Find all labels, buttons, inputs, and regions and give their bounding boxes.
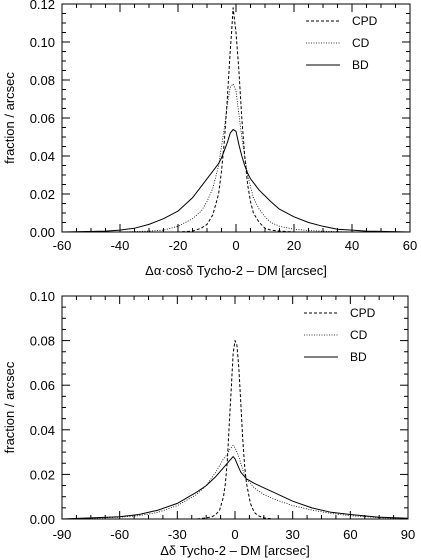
y-tick-label: 0.00 bbox=[30, 225, 55, 240]
legend-label-cd: CD bbox=[350, 328, 368, 342]
chart-panel-1: -60 -40 -20 0 20 40 60 0.00 0.02 0.04 0.06 0.08 0.10… bbox=[2, 0, 417, 278]
series-line-bd bbox=[61, 128, 411, 233]
x-tick-label: 60 bbox=[343, 527, 357, 542]
y-tick-label: 0.00 bbox=[30, 512, 55, 527]
x-tick-label: 20 bbox=[287, 238, 301, 253]
chart-panel-2: -90 -60 -30 0 30 60 90 0.00 0.02 0.04 0.06 0.08 0.10… bbox=[2, 289, 415, 558]
x-tick-label: 30 bbox=[285, 527, 299, 542]
x-tick-label: 0 bbox=[232, 238, 239, 253]
y-axis-label: fraction / arcsec bbox=[2, 72, 17, 164]
series-line-cpd bbox=[62, 340, 408, 520]
y-tick-label: 0.08 bbox=[30, 73, 55, 88]
y-axis-label: fraction / arcsec bbox=[2, 361, 17, 453]
legend-label-cpd: CPD bbox=[350, 306, 376, 320]
series-line-cd bbox=[61, 444, 409, 520]
legend-label-bd: BD bbox=[350, 350, 367, 364]
y-tick-label: 0.06 bbox=[30, 111, 55, 126]
y-tick-label: 0.04 bbox=[30, 149, 55, 164]
y-tick-label: 0.02 bbox=[30, 187, 55, 202]
y-tick-label: 0.10 bbox=[30, 289, 55, 304]
x-tick-label: -30 bbox=[168, 527, 187, 542]
x-tick-label: 0 bbox=[231, 527, 238, 542]
y-tick-label: 0.08 bbox=[30, 334, 55, 349]
x-axis-label: Δδ Tycho-2 – DM [arcsec] bbox=[160, 543, 310, 558]
series-line-cd bbox=[62, 83, 410, 233]
legend-label-bd: BD bbox=[352, 58, 369, 72]
x-tick-label: 90 bbox=[401, 527, 415, 542]
y-tick-label: 0.10 bbox=[30, 35, 55, 50]
x-tick-label: -20 bbox=[169, 238, 188, 253]
y-tick-label: 0.06 bbox=[30, 378, 55, 393]
x-tick-label: -60 bbox=[110, 527, 129, 542]
legend-label-cd: CD bbox=[352, 36, 370, 50]
legend-label-cpd: CPD bbox=[352, 14, 378, 28]
x-axis-label: Δα·cosδ Tycho-2 – DM [arcsec] bbox=[145, 263, 327, 278]
series-line-cpd bbox=[62, 7, 410, 233]
y-tick-label: 0.12 bbox=[30, 0, 55, 12]
x-tick-label: -90 bbox=[53, 527, 72, 542]
series-line-bd bbox=[61, 456, 409, 520]
y-tick-label: 0.02 bbox=[30, 467, 55, 482]
x-tick-label: 40 bbox=[345, 238, 359, 253]
x-tick-label: 60 bbox=[403, 238, 417, 253]
x-tick-label: -60 bbox=[53, 238, 72, 253]
y-tick-label: 0.04 bbox=[30, 423, 55, 438]
x-tick-label: -40 bbox=[111, 238, 130, 253]
